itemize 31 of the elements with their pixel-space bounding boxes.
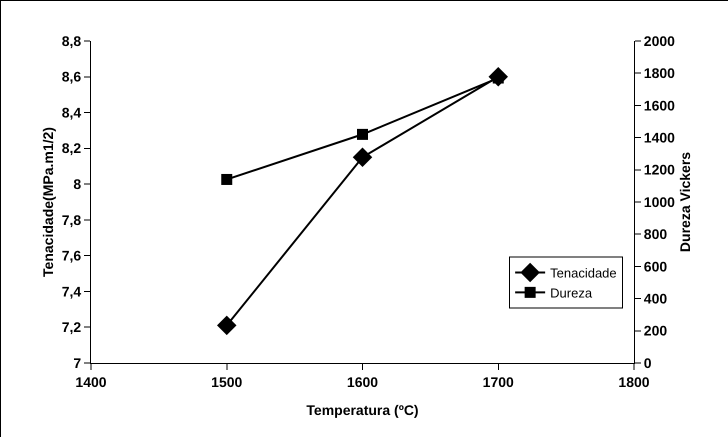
y-tick-label: 7,6 (62, 248, 82, 264)
y-tick-label: 8 (73, 176, 82, 192)
y2-tick-label: 1400 (644, 130, 676, 146)
y2-tick-label: 800 (644, 226, 668, 242)
y-tick-label: 7 (73, 354, 82, 371)
y-tick-label: 7,4 (62, 283, 82, 300)
x-tick-label: 1500 (211, 374, 243, 390)
y2-tick-label: 1000 (644, 194, 676, 210)
x-tick-label: 1400 (75, 374, 107, 390)
y2-axis-title: Dureza Vickers (677, 152, 694, 252)
y-tick-label: 7,8 (62, 212, 82, 228)
y2-tick-label: 2000 (644, 32, 676, 49)
y-tick-label: 8,6 (62, 68, 82, 85)
y2-tick-label: 0 (644, 354, 652, 371)
y2-tick-label: 600 (644, 258, 668, 274)
x-tick-label: 1800 (618, 374, 650, 390)
y-tick-label: 7,2 (62, 319, 82, 336)
y2-tick-label: 1600 (644, 97, 676, 114)
x-tick-label: 1700 (482, 374, 514, 390)
y-tick-label: 8,2 (62, 140, 82, 156)
y2-tick-label: 200 (644, 322, 668, 339)
y-tick-label: 8,8 (62, 32, 82, 49)
y-axis-title: Tenacidade(MPa.m1/2) (40, 127, 56, 277)
legend-label: Dureza (550, 285, 593, 300)
y-tick-label: 8,4 (62, 104, 82, 120)
x-axis-title: Temperatura (ºC) (306, 402, 419, 418)
x-tick-label: 1600 (346, 374, 378, 390)
y2-tick-label: 1200 (644, 162, 676, 178)
legend-label: Tenacidade (550, 266, 617, 281)
y2-tick-label: 1800 (644, 65, 676, 82)
y2-tick-label: 400 (644, 290, 668, 306)
